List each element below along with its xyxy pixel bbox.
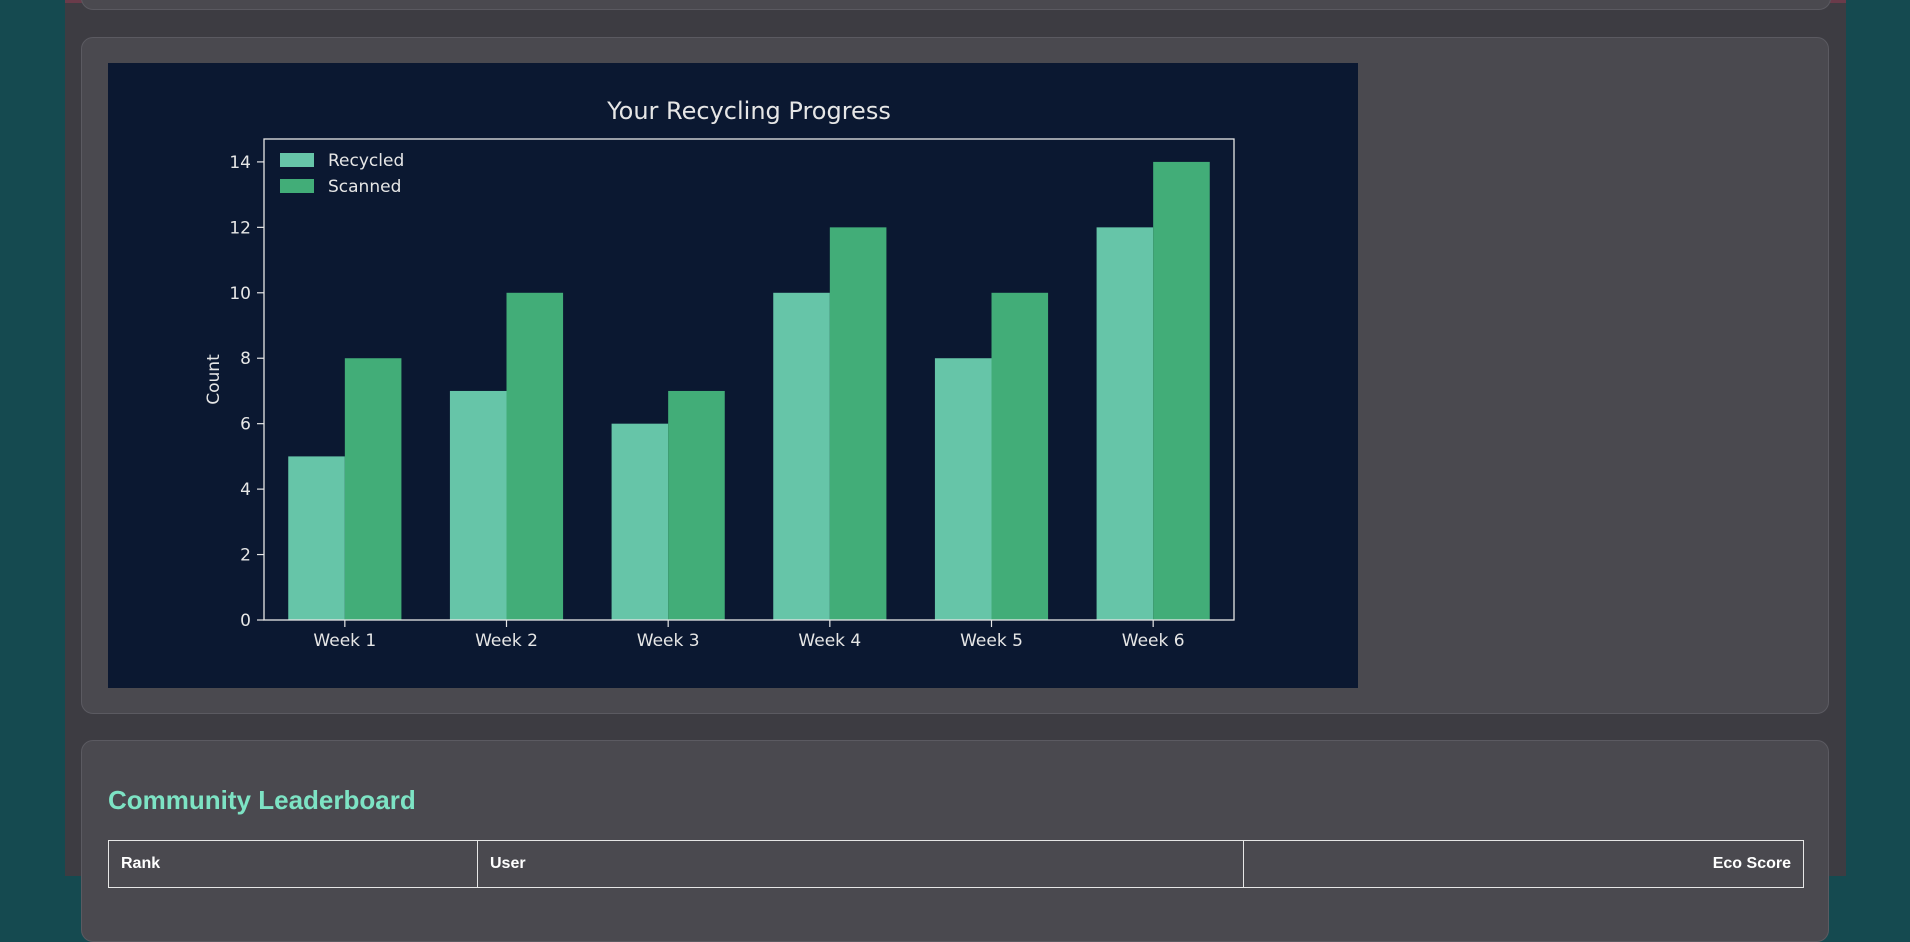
bar-scanned-5 xyxy=(991,292,1049,620)
recycling-progress-chart: Your Recycling Progress 0 2 4 6 8 10 12 14 Week 1… xyxy=(108,63,1358,688)
x-tick-label-3: Week 3 xyxy=(637,631,700,651)
y-tick-label-12: 12 xyxy=(229,218,251,238)
bar-recycled-4 xyxy=(773,292,830,620)
x-tick-label-5: Week 5 xyxy=(960,631,1023,651)
column-header-rank[interactable]: Rank xyxy=(108,840,478,888)
leaderboard-title: Community Leaderboard xyxy=(108,785,416,815)
bar-scanned-1 xyxy=(344,358,402,620)
x-tick-label-1: Week 1 xyxy=(313,631,376,651)
recycling-progress-card: Your Recycling Progress 0 2 4 6 8 10 12 14 Week 1… xyxy=(81,37,1829,714)
plot-frame xyxy=(263,138,1235,621)
legend-swatch-recycled xyxy=(280,153,314,167)
column-header-user[interactable]: User xyxy=(477,840,1244,888)
chart-svg: Your Recycling Progress 0 2 4 6 8 10 12 14 Week 1… xyxy=(204,97,1235,651)
x-tick-label-2: Week 2 xyxy=(475,631,538,651)
bar-recycled-6 xyxy=(1096,227,1154,621)
y-tick-label-2: 2 xyxy=(240,546,251,566)
bar-recycled-1 xyxy=(288,456,345,620)
bar-recycled-2 xyxy=(449,390,507,620)
bar-recycled-5 xyxy=(934,358,992,620)
chart-title: Your Recycling Progress xyxy=(606,97,891,125)
y-axis-label: Count xyxy=(204,354,224,405)
leaderboard-table: Rank User Eco Score xyxy=(108,840,1804,888)
legend-swatch-scanned xyxy=(280,179,314,193)
bar-scanned-4 xyxy=(829,227,887,621)
y-tick-label-0: 0 xyxy=(240,611,251,631)
legend-label-recycled: Recycled xyxy=(328,151,404,171)
x-tick-label-4: Week 4 xyxy=(798,631,861,651)
leaderboard-header-row: Rank User Eco Score xyxy=(108,840,1804,888)
bar-recycled-3 xyxy=(611,423,669,620)
column-header-eco-score[interactable]: Eco Score xyxy=(1243,840,1804,888)
legend-label-scanned: Scanned xyxy=(328,177,401,197)
y-tick-label-6: 6 xyxy=(240,415,251,435)
y-tick-label-4: 4 xyxy=(240,480,251,500)
y-tick-label-8: 8 xyxy=(240,349,251,369)
y-tick-label-10: 10 xyxy=(229,284,251,304)
bar-scanned-2 xyxy=(506,292,564,620)
bar-scanned-6 xyxy=(1153,161,1210,620)
bar-scanned-3 xyxy=(668,390,725,620)
previous-card xyxy=(81,0,1831,10)
x-tick-label-6: Week 6 xyxy=(1122,631,1185,651)
y-tick-label-14: 14 xyxy=(229,153,251,173)
leaderboard-card: Community Leaderboard Rank User Eco Scor… xyxy=(81,740,1829,942)
